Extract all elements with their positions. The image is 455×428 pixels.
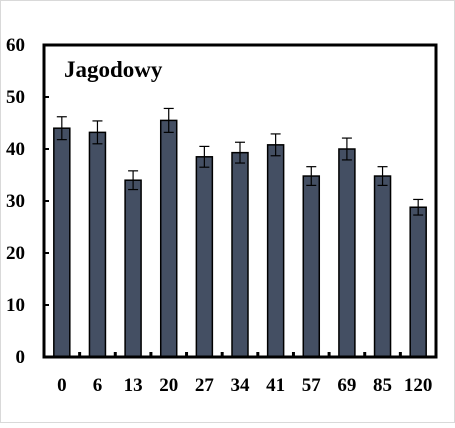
y-tick-label-30: 30 bbox=[6, 191, 25, 212]
x-tick-label-41: 41 bbox=[266, 375, 285, 396]
bar-85 bbox=[373, 175, 392, 358]
y-tick-label-40: 40 bbox=[6, 139, 25, 160]
chart-title: Jagodowy bbox=[64, 57, 163, 82]
ticks-layer: 0 6 13 20 27 34 41 57 69 85 120 0 10 20 30 40 50 60 bbox=[6, 35, 432, 396]
error-bars-layer bbox=[56, 107, 424, 216]
bar-13 bbox=[124, 179, 142, 358]
bar-34 bbox=[231, 151, 249, 358]
y-tick-label-60: 60 bbox=[6, 35, 25, 56]
bar-57 bbox=[302, 175, 321, 358]
bar-6 bbox=[88, 131, 107, 358]
plot-area-border bbox=[42, 43, 438, 359]
x-tick-label-13: 13 bbox=[124, 375, 143, 396]
bar-27 bbox=[195, 156, 214, 358]
x-tick-label-34: 34 bbox=[231, 375, 251, 396]
x-tick-label-20: 20 bbox=[159, 375, 178, 396]
x-tick-label-0: 0 bbox=[57, 375, 67, 396]
bar-69 bbox=[338, 148, 356, 358]
bar-41 bbox=[266, 144, 285, 358]
x-tick-label-6: 6 bbox=[93, 375, 103, 396]
y-tick-label-10: 10 bbox=[6, 295, 25, 316]
y-tick-label-0: 0 bbox=[16, 347, 26, 368]
bar-0 bbox=[53, 127, 71, 358]
bar-20 bbox=[159, 119, 178, 358]
x-tick-label-85: 85 bbox=[373, 375, 392, 396]
y-tick-label-50: 50 bbox=[6, 87, 25, 108]
x-tick-label-57: 57 bbox=[302, 375, 322, 396]
x-tick-label-69: 69 bbox=[337, 375, 356, 396]
axes-layer bbox=[42, 43, 438, 359]
x-tick-label-120: 120 bbox=[404, 375, 433, 396]
bar-120 bbox=[409, 206, 427, 358]
x-tick-label-27: 27 bbox=[195, 375, 215, 396]
bars-layer bbox=[53, 119, 427, 358]
y-tick-label-20: 20 bbox=[6, 243, 25, 264]
